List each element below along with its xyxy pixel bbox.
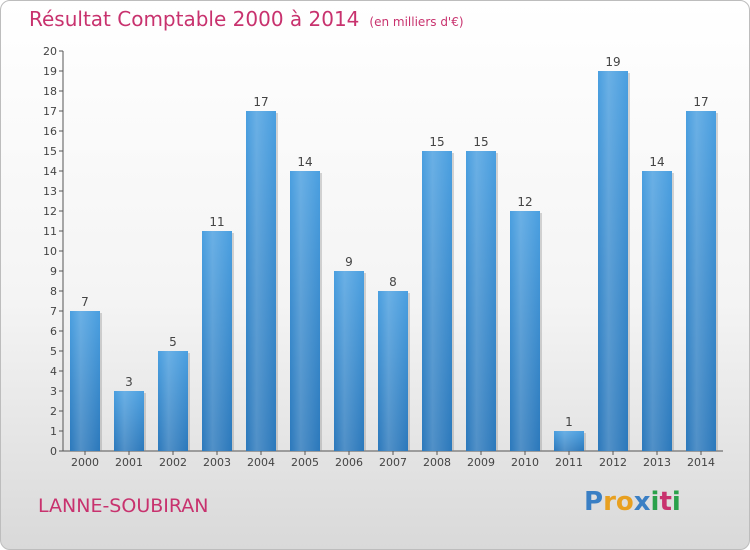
y-tick-label: 4 (50, 365, 57, 378)
y-tick-label: 19 (43, 65, 57, 78)
y-tick-label: 16 (43, 125, 57, 138)
title-text: Résultat Comptable 2000 à 2014 (29, 7, 360, 31)
bar-shine (378, 291, 408, 451)
bar-shine (334, 271, 364, 451)
bar-shine (114, 391, 144, 451)
data-label: 8 (389, 275, 397, 289)
x-tick-label: 2009 (467, 456, 495, 469)
y-tick-label: 8 (50, 285, 57, 298)
x-tick-label: 2013 (643, 456, 671, 469)
y-tick-label: 20 (43, 45, 57, 58)
bar-shine (202, 231, 232, 451)
y-tick-label: 0 (50, 445, 57, 458)
y-tick-label: 13 (43, 185, 57, 198)
x-tick-label: 2014 (687, 456, 715, 469)
logo-letter: r (603, 487, 616, 517)
logo-letter: t (659, 487, 672, 517)
bar-shine (554, 431, 584, 451)
y-tick-label: 17 (43, 105, 57, 118)
y-tick-label: 2 (50, 405, 57, 418)
y-tick-label: 3 (50, 385, 57, 398)
data-label: 12 (517, 195, 532, 209)
bar-shine (422, 151, 452, 451)
data-label: 11 (209, 215, 224, 229)
data-label: 17 (693, 95, 708, 109)
commune-name: LANNE-SOUBIRAN (38, 495, 209, 517)
labels-group: 2000 7 2001 3 2002 5 2003 11 2004 17 2005 14 2006 9 20… (71, 55, 715, 469)
data-label: 1 (565, 415, 573, 429)
x-tick-label: 2012 (599, 456, 627, 469)
x-tick-label: 2011 (555, 456, 583, 469)
y-tick-label: 14 (43, 165, 57, 178)
logo-letter: x (633, 487, 651, 517)
y-tick-label: 10 (43, 245, 57, 258)
data-label: 17 (253, 95, 268, 109)
x-tick-label: 2002 (159, 456, 187, 469)
bar-shine (686, 111, 716, 451)
x-tick-label: 2010 (511, 456, 539, 469)
y-tick-label: 1 (50, 425, 57, 438)
logo-letter: o (615, 487, 634, 517)
data-label: 3 (125, 375, 133, 389)
y-tick-label: 12 (43, 205, 57, 218)
x-tick-label: 2005 (291, 456, 319, 469)
x-tick-label: 2000 (71, 456, 99, 469)
bar-shine (158, 351, 188, 451)
y-tick-label: 15 (43, 145, 57, 158)
data-label: 9 (345, 255, 353, 269)
bar-shine (598, 71, 628, 451)
x-tick-label: 2008 (423, 456, 451, 469)
data-label: 15 (473, 135, 488, 149)
bar-shine (510, 211, 540, 451)
x-tick-label: 2001 (115, 456, 143, 469)
proxiti-logo: Proxiti (584, 487, 681, 517)
bar-shine (246, 111, 276, 451)
data-label: 7 (81, 295, 89, 309)
chart-subtitle: (en milliers d'€) (369, 15, 464, 29)
bar-shine (642, 171, 672, 451)
x-tick-label: 2006 (335, 456, 363, 469)
y-tick-label: 6 (50, 325, 57, 338)
bars-group (70, 71, 718, 451)
chart-title: Résultat Comptable 2000 à 2014 (en millie… (29, 7, 464, 31)
data-label: 15 (429, 135, 444, 149)
logo-letter: i (671, 487, 681, 517)
y-tick-label: 18 (43, 85, 57, 98)
x-tick-label: 2004 (247, 456, 275, 469)
data-label: 14 (297, 155, 312, 169)
x-tick-label: 2007 (379, 456, 407, 469)
logo-letter: P (584, 487, 604, 517)
logo-letter: i (650, 487, 660, 517)
y-tick-label: 11 (43, 225, 57, 238)
data-label: 19 (605, 55, 620, 69)
x-tick-label: 2003 (203, 456, 231, 469)
bar-shine (290, 171, 320, 451)
y-tick-label: 9 (50, 265, 57, 278)
y-tick-label: 5 (50, 345, 57, 358)
data-label: 14 (649, 155, 664, 169)
bar-shine (466, 151, 496, 451)
data-label: 5 (169, 335, 177, 349)
y-tick-label: 7 (50, 305, 57, 318)
bar-shine (70, 311, 100, 451)
